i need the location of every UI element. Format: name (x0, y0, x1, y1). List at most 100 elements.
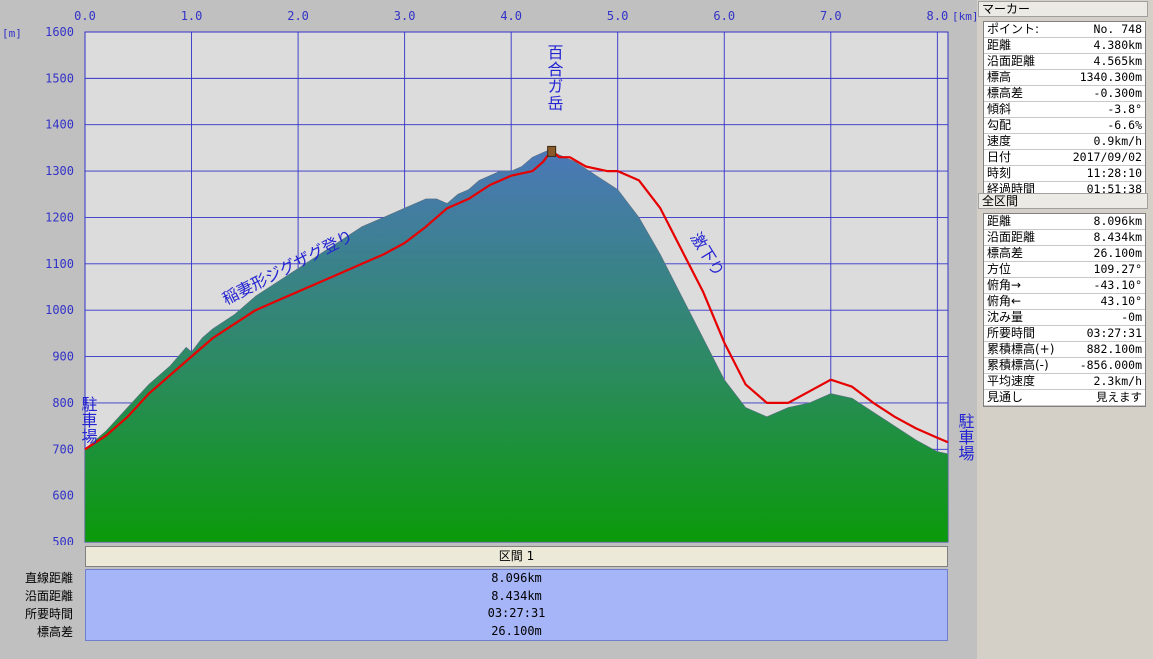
total-info-row: 標高差 26.100m (984, 246, 1145, 262)
x-tick-label: 3.0 (394, 9, 416, 23)
total-info-value: 2.3km/h (1093, 374, 1142, 388)
elevation-diff-value: 26.100m (491, 623, 542, 638)
elevation-profile-chart: 0.0 1.0 2.0 3.0 4.0 5.0 6.0 7.0 8.0 500 600 700 800… (2, 9, 977, 545)
x-tick-label: 7.0 (820, 9, 842, 23)
y-tick-label: 1300 (45, 164, 74, 178)
total-info-value: 03:27:31 (1086, 326, 1142, 340)
marker-info-row: 標高 1340.300m (984, 70, 1145, 86)
total-info-label: 距離 (987, 214, 1012, 228)
marker-info-label: 距離 (987, 38, 1012, 52)
straight-distance-label: 直線距離 (24, 571, 73, 585)
x-tick-label: 0.0 (74, 9, 96, 23)
marker-info-value: 4.380km (1093, 38, 1142, 52)
surface-distance-value: 8.434km (491, 588, 542, 603)
marker-info-row: 勾配 -6.6% (984, 118, 1145, 134)
surface-distance-label: 沿面距離 (24, 589, 73, 603)
total-info-value: -0m (1121, 310, 1142, 324)
total-info-row: 俯角→ -43.10° (984, 278, 1145, 294)
y-tick-label: 700 (52, 442, 74, 456)
total-info-row: 距離 8.096km (984, 214, 1145, 230)
y-tick-label: 800 (52, 396, 74, 410)
section-values: 8.096km 8.434km 03:27:31 26.100m (85, 569, 948, 641)
marker-info-row: 距離 4.380km (984, 38, 1145, 54)
marker-info-value: No. 748 (1093, 22, 1142, 36)
required-time-label: 所要時間 (24, 607, 73, 621)
marker-info-value: -6.6% (1107, 118, 1142, 132)
total-info-box: 距離 8.096km 沿面距離 8.434km 標高差 26.100m 方位 109.27° 俯… (983, 213, 1146, 407)
marker-info-label: 速度 (987, 134, 1012, 148)
total-info-row: 所要時間 03:27:31 (984, 326, 1145, 342)
x-tick-label: 4.0 (500, 9, 522, 23)
parking-end-label: 駐車場 (956, 413, 975, 462)
required-time-value: 03:27:31 (487, 606, 546, 620)
total-info-row: 累積標高(+) 882.100m (984, 342, 1145, 358)
marker-info-row: 日付 2017/09/02 (984, 150, 1145, 166)
total-info-value: 882.100m (1086, 342, 1142, 356)
total-info-row: 沿面距離 8.434km (984, 230, 1145, 246)
x-tick-label: 6.0 (713, 9, 735, 23)
x-tick-label: 1.0 (181, 9, 203, 23)
y-tick-label: 600 (52, 489, 74, 503)
total-info-row: 沈み量 -0m (984, 310, 1145, 326)
gps-track-line (84, 149, 949, 451)
marker-info-label: ポイント: (987, 22, 1040, 36)
total-info-label: 標高差 (987, 246, 1024, 260)
marker-info-box: ポイント: No. 748 距離 4.380km 沿面距離 4.565km 標高 1340.3… (983, 21, 1146, 199)
total-info-value: 109.27° (1093, 262, 1142, 276)
straight-distance-value: 8.096km (491, 571, 542, 585)
y-tick-label: 1200 (45, 210, 74, 224)
total-info-row: 方位 109.27° (984, 262, 1145, 278)
marker-info-label: 標高差 (987, 86, 1024, 100)
marker-info-value: -0.300m (1093, 86, 1142, 100)
y-tick-label: 1400 (45, 118, 74, 132)
marker-info-value: 4.565km (1093, 54, 1142, 68)
marker-info-label: 勾配 (987, 118, 1012, 132)
marker-info-label: 経過時間 (987, 182, 1036, 196)
total-info-value: 43.10° (1100, 294, 1142, 308)
marker-info-value: -3.8° (1107, 102, 1142, 116)
total-info-value: 26.100m (1093, 246, 1142, 260)
position-marker[interactable] (547, 145, 557, 157)
y-tick-label: 900 (52, 350, 74, 364)
marker-info-row: 速度 0.9km/h (984, 134, 1145, 150)
marker-info-row: 標高差 -0.300m (984, 86, 1145, 102)
total-info-row: 累積標高(-) -856.000m (984, 358, 1145, 374)
x-tick-label: 8.0 (927, 9, 949, 23)
y-tick-label: 1100 (45, 257, 74, 271)
section-header[interactable]: 区間 1 (85, 546, 948, 567)
marker-info-value: 01:51:38 (1086, 182, 1142, 196)
total-info-label: 沿面距離 (987, 230, 1036, 244)
section-labels: 直線距離 沿面距離 所要時間 標高差 (0, 569, 82, 641)
marker-info-label: 標高 (987, 70, 1012, 84)
terrain-area (84, 149, 949, 543)
total-info-label: 所要時間 (987, 326, 1036, 340)
total-panel-title: 全区間 (978, 193, 1148, 209)
y-tick-label: 1500 (45, 71, 74, 85)
total-info-value: 8.434km (1093, 230, 1142, 244)
summit-label: 百合ガ岳 (545, 44, 564, 112)
x-tick-label: 5.0 (607, 9, 629, 23)
total-info-label: 沈み量 (987, 310, 1024, 324)
parking-start-label: 駐車場 (79, 396, 98, 445)
marker-info-value: 0.9km/h (1093, 134, 1142, 148)
y-tick-label: 1000 (45, 303, 74, 317)
x-tick-label: 2.0 (287, 9, 309, 23)
total-info-label: 方位 (987, 262, 1012, 276)
total-info-label: 平均速度 (987, 374, 1036, 388)
y-axis-ticks: 500 600 700 800 900 1000 1100 1200 1300 1400 1500 1… (45, 25, 74, 545)
marker-info-row: 時刻 11:28:10 (984, 166, 1145, 182)
total-info-label: 累積標高(+) (987, 342, 1055, 356)
total-info-row: 平均速度 2.3km/h (984, 374, 1145, 390)
total-info-label: 見通し (987, 390, 1024, 404)
x-axis-ticks: 0.0 1.0 2.0 3.0 4.0 5.0 6.0 7.0 8.0 (74, 9, 948, 23)
marker-icon[interactable] (547, 145, 557, 157)
y-tick-label: 1600 (45, 25, 74, 39)
info-panel: マーカー ポイント: No. 748 距離 4.380km 沿面距離 4.565km 標高 1… (977, 0, 1153, 659)
marker-info-label: 沿面距離 (987, 54, 1036, 68)
y-tick-label: 500 (52, 535, 74, 545)
marker-info-row: ポイント: No. 748 (984, 22, 1145, 38)
total-info-value: -43.10° (1093, 278, 1142, 292)
total-info-label: 俯角→ (987, 278, 1022, 292)
total-info-label: 俯角← (987, 294, 1022, 308)
marker-info-row: 傾斜 -3.8° (984, 102, 1145, 118)
